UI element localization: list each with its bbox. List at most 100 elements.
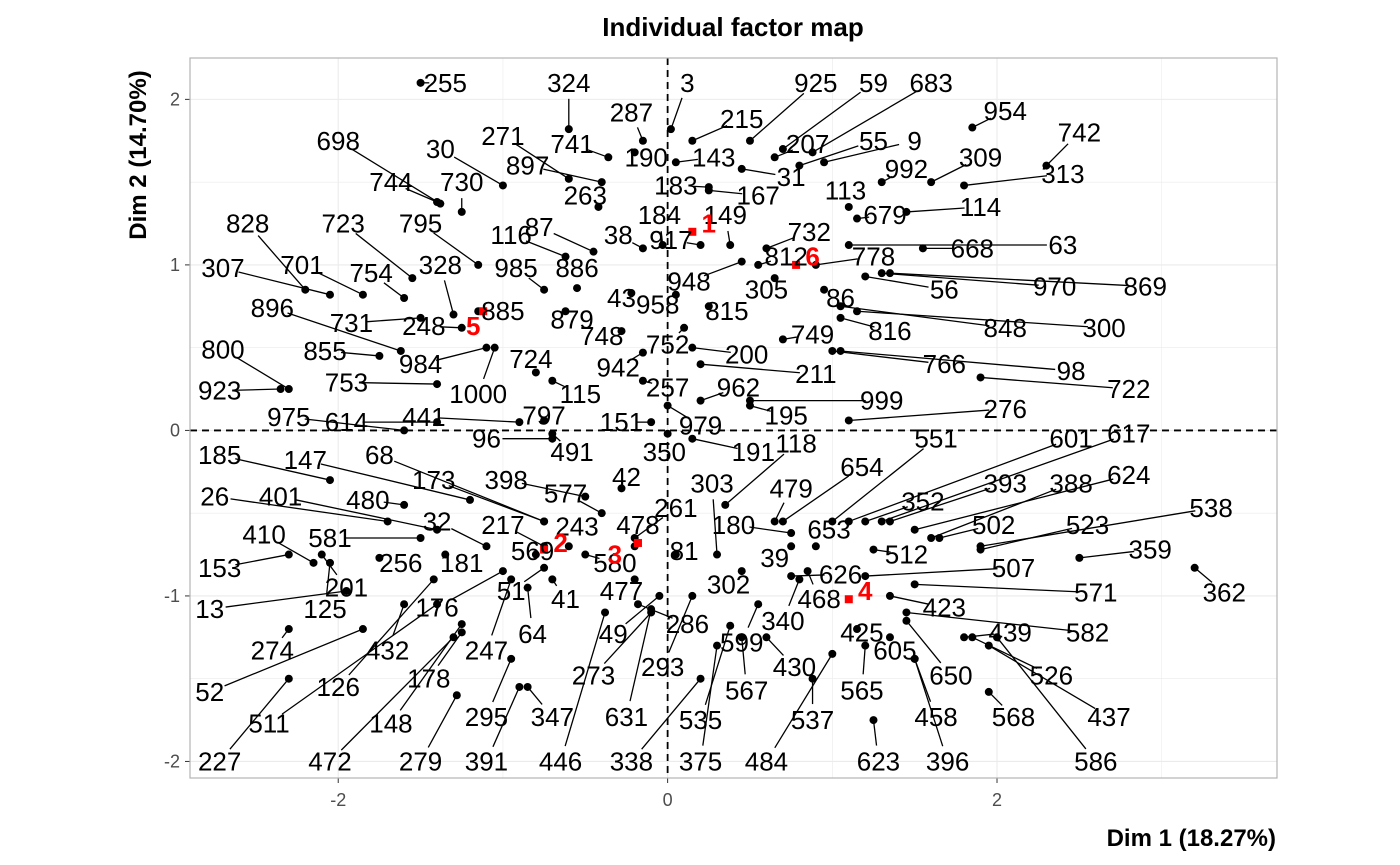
label-leader-line xyxy=(980,510,1196,547)
data-point xyxy=(910,580,919,589)
point-label: 732 xyxy=(788,217,831,247)
point-label: 778 xyxy=(852,242,895,272)
data-point xyxy=(548,575,557,584)
label-leader-line xyxy=(579,500,603,514)
label-leader-line xyxy=(453,156,504,187)
data-point xyxy=(531,368,540,377)
data-point xyxy=(531,550,540,559)
data-point xyxy=(836,346,845,355)
data-point xyxy=(696,360,705,369)
point-label: 143 xyxy=(692,142,735,172)
data-point xyxy=(902,608,911,617)
label-leader-line xyxy=(848,443,1057,523)
label-leader-line xyxy=(692,125,728,142)
point-label: 183 xyxy=(654,170,697,200)
data-point xyxy=(396,346,405,355)
data-point xyxy=(984,641,993,650)
point-label: 41 xyxy=(551,584,580,614)
data-point xyxy=(482,343,491,352)
point-label: 324 xyxy=(547,68,590,98)
data-point xyxy=(885,517,894,526)
data-point xyxy=(540,416,549,425)
label-leader-line xyxy=(668,595,693,653)
label-leader-line xyxy=(437,631,463,667)
label-leader-line xyxy=(788,579,800,607)
point-label: 425 xyxy=(840,617,883,647)
point-label: 68 xyxy=(365,440,394,470)
point-label: 151 xyxy=(600,407,643,437)
label-leader-line xyxy=(939,527,979,539)
label-leader-line xyxy=(516,531,545,547)
y-tick-label: 1 xyxy=(170,255,180,275)
label-leader-line xyxy=(351,148,441,205)
label-leader-line xyxy=(741,637,746,675)
point-label: 359 xyxy=(1128,535,1171,565)
data-point xyxy=(627,289,636,298)
point-label: 923 xyxy=(198,376,241,406)
label-leader-line xyxy=(287,312,402,352)
label-leader-lines xyxy=(224,82,1213,751)
point-label: 653 xyxy=(807,515,850,545)
label-leader-line xyxy=(906,611,1072,632)
data-point xyxy=(507,654,516,663)
point-label: 800 xyxy=(201,334,244,364)
data-point xyxy=(498,567,507,576)
point-label: 437 xyxy=(1087,702,1130,732)
point-label: 683 xyxy=(909,68,952,98)
data-point xyxy=(433,418,442,427)
point-label: 64 xyxy=(518,619,547,649)
data-point xyxy=(853,307,862,316)
point-label: 523 xyxy=(1066,510,1109,540)
data-point xyxy=(548,429,557,438)
point-label: 512 xyxy=(885,540,928,570)
point-label: 114 xyxy=(960,192,1001,222)
point-label: 398 xyxy=(485,465,528,495)
point-label: 477 xyxy=(600,576,643,606)
point-label: 601 xyxy=(1049,424,1092,454)
data-point xyxy=(317,550,326,559)
label-leader-line xyxy=(881,438,1114,523)
data-point xyxy=(564,542,573,551)
data-point xyxy=(671,290,680,299)
data-point xyxy=(416,313,425,322)
data-point xyxy=(704,302,713,311)
data-point xyxy=(561,307,570,316)
data-point xyxy=(902,616,911,625)
data-point xyxy=(523,682,532,691)
point-label: 742 xyxy=(1058,117,1101,147)
data-point xyxy=(877,517,886,526)
point-label: 279 xyxy=(399,746,442,776)
data-point xyxy=(383,517,392,526)
label-leader-line xyxy=(865,506,908,523)
data-point xyxy=(778,145,787,154)
point-label: 300 xyxy=(1082,313,1125,343)
point-label: 958 xyxy=(636,290,679,320)
label-leader-line xyxy=(862,645,866,675)
point-label: 581 xyxy=(308,523,351,553)
point-label: 535 xyxy=(679,705,722,735)
point-label: 200 xyxy=(725,339,768,369)
data-point xyxy=(853,214,862,223)
label-leader-line xyxy=(304,418,405,432)
point-label: 30 xyxy=(426,134,455,164)
data-point xyxy=(927,534,936,542)
label-leader-line xyxy=(1045,143,1069,167)
label-leader-line xyxy=(703,260,742,277)
point-label: 243 xyxy=(555,511,598,541)
data-point xyxy=(490,343,499,352)
point-label: 375 xyxy=(679,746,722,776)
point-label: 654 xyxy=(840,452,883,482)
axis-ticks: -2 0 2 -2 -1 0 1 2 xyxy=(164,89,1002,810)
label-leader-line xyxy=(865,568,998,577)
label-leader-line xyxy=(1079,550,1135,559)
data-point xyxy=(400,294,409,302)
data-point xyxy=(658,241,667,250)
point-label: 116 xyxy=(490,220,531,250)
data-point xyxy=(564,174,573,183)
data-point xyxy=(745,401,754,410)
label-leader-line xyxy=(881,272,1039,286)
centroid-label: 4 xyxy=(858,576,873,606)
data-point xyxy=(301,285,310,294)
data-point xyxy=(688,136,697,145)
